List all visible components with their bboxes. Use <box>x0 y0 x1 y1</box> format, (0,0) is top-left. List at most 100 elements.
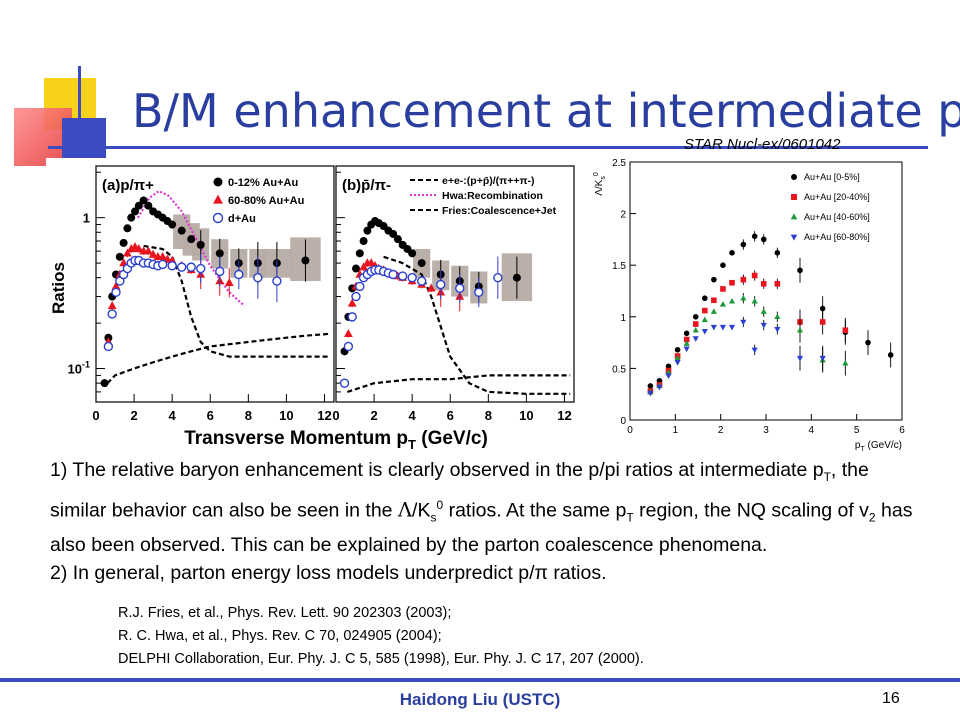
data-point-b-2 <box>397 271 408 281</box>
data-point-a-1 <box>158 252 168 261</box>
data-point-a-0 <box>139 196 148 205</box>
data-point-b-0 <box>417 259 426 268</box>
data-point-b-2 <box>351 291 361 302</box>
data-point-a-0 <box>131 207 140 216</box>
data-point-a-2 <box>103 341 114 352</box>
data-point-1 <box>842 327 849 334</box>
data-point-2 <box>842 359 849 366</box>
data-point-2 <box>760 308 767 314</box>
reference-2: R. C. Hwa, et al., Phys. Rev. C 70, 0249… <box>118 628 442 644</box>
data-point-b-2 <box>436 279 446 290</box>
data-point-2 <box>710 308 717 314</box>
data-point-0 <box>774 250 781 256</box>
data-point-1 <box>751 272 758 279</box>
data-point-a-1 <box>134 244 144 253</box>
data-point-0 <box>729 250 735 256</box>
data-point-b-2 <box>493 272 503 283</box>
x-tick-label-b: 0 <box>332 408 339 423</box>
legend-marker-a <box>213 177 223 187</box>
data-point-3 <box>796 355 804 362</box>
data-point-a-2 <box>107 309 117 319</box>
data-point-3 <box>819 355 826 362</box>
data-point-2 <box>751 297 758 304</box>
legend-marker <box>790 213 798 220</box>
data-point-b-0 <box>393 235 402 244</box>
data-point-a-2 <box>167 261 177 271</box>
y-tick-label: 10-1 <box>68 360 90 377</box>
data-point-b-1 <box>359 262 369 271</box>
data-point-1 <box>760 280 767 287</box>
legend-label-b: Fries:Coalescence+Jet <box>442 205 557 217</box>
data-point-0 <box>683 330 690 337</box>
reference-1: R.J. Fries, et al., Phys. Rev. Lett. 90 … <box>118 605 452 621</box>
data-point-a-1 <box>143 246 153 255</box>
subplot-label-b: (b)p̄/π- <box>342 177 391 194</box>
data-point-a-0 <box>177 226 186 235</box>
point-1-sub-t: T <box>823 469 831 484</box>
data-point-a-2 <box>111 287 121 298</box>
y-tick-label: 2 <box>620 210 626 221</box>
point-1-text-d: ratios. At the same p <box>443 499 627 522</box>
data-point-b-1 <box>347 298 357 307</box>
data-point-0 <box>819 305 826 312</box>
references: R.J. Fries, et al., Phys. Rev. Lett. 90 … <box>118 602 644 671</box>
data-point-3 <box>710 324 717 331</box>
data-point-2 <box>719 301 727 307</box>
data-point-a-2 <box>176 262 187 272</box>
figure-lambda-k0s-ratios: 0 1 2 3 4 5 6 0 0.5 1 1.5 2 2.5 Λ/Ks0 pT (GeV/c) Au+Au … <box>590 158 910 453</box>
y-tick-label: 0 <box>620 416 626 427</box>
point-1-text-e: region, the NQ scaling of v <box>633 499 869 522</box>
point-1-text-a: 1) The relative baryon enhancement is cl… <box>50 459 824 481</box>
x-tick-label: 4 <box>809 425 815 436</box>
data-point-a-1 <box>107 301 117 310</box>
data-point-1 <box>683 336 690 343</box>
data-point-b-2 <box>355 281 365 292</box>
data-point-b-0 <box>351 264 360 273</box>
data-point-b-0 <box>408 249 417 258</box>
plot-frame <box>629 161 903 421</box>
data-point-a-0 <box>215 249 224 258</box>
data-point-b-2 <box>339 378 350 388</box>
data-point-a-0 <box>127 213 136 222</box>
data-point-a-2 <box>157 259 168 270</box>
slide-title-main: B/M enhancement at intermediate p <box>132 84 960 138</box>
footer-divider <box>0 678 960 682</box>
data-point-a-0 <box>134 201 143 210</box>
data-point-3 <box>665 373 672 379</box>
x-tick-label-b: 6 <box>447 408 454 423</box>
data-point-3 <box>728 324 736 331</box>
data-point-3 <box>719 324 727 331</box>
data-point-a-0 <box>301 256 310 265</box>
data-point-b-2 <box>455 283 465 294</box>
lambda-k0s-ratio-chart: 0 1 2 3 4 5 6 0 0.5 1 1.5 2 2.5 Λ/Ks0 pT (GeV/c) Au+Au … <box>593 158 905 453</box>
data-point-3 <box>760 322 767 329</box>
point-1-lambda: Λ <box>397 498 413 522</box>
data-point-0 <box>702 295 708 302</box>
legend-label: Au+Au [60-80%] <box>804 232 870 242</box>
legend-marker-a <box>212 212 224 224</box>
data-point-a-0 <box>119 238 128 247</box>
data-point-a-0 <box>100 379 109 388</box>
x-tick-label-a: 8 <box>245 408 252 423</box>
legend-marker <box>790 234 798 241</box>
data-point-2 <box>692 326 699 333</box>
data-point-2 <box>674 354 681 361</box>
data-point-0 <box>751 233 758 240</box>
data-point-0 <box>720 262 726 268</box>
legend-marker <box>791 174 797 180</box>
data-point-2 <box>701 316 708 323</box>
x-tick-label-a: 0 <box>92 408 99 423</box>
p-pi-ratio-chart: 0 2 4 6 8 10 12 (a)p/π+ 0 2 4 6 8 10 12 (b)p̄/π- 1 10-1 Ra… <box>49 165 575 452</box>
data-point-a-0 <box>168 220 177 229</box>
legend-label-a: 60-80% Au+Au <box>228 195 304 207</box>
y-tick-label: 1 <box>620 313 626 324</box>
slide-title: B/M enhancement at intermediate pT <box>132 84 960 142</box>
point-1-text-f: has also been observed. This can be expl… <box>50 499 913 557</box>
ee-curve-a <box>143 244 331 358</box>
data-point-b-2 <box>388 269 398 280</box>
data-point-a-2 <box>272 276 282 286</box>
x-tick-label-b: 4 <box>409 408 417 423</box>
x-tick-label: 2 <box>718 425 724 436</box>
data-point-3 <box>751 347 758 354</box>
data-point-3 <box>647 390 654 397</box>
